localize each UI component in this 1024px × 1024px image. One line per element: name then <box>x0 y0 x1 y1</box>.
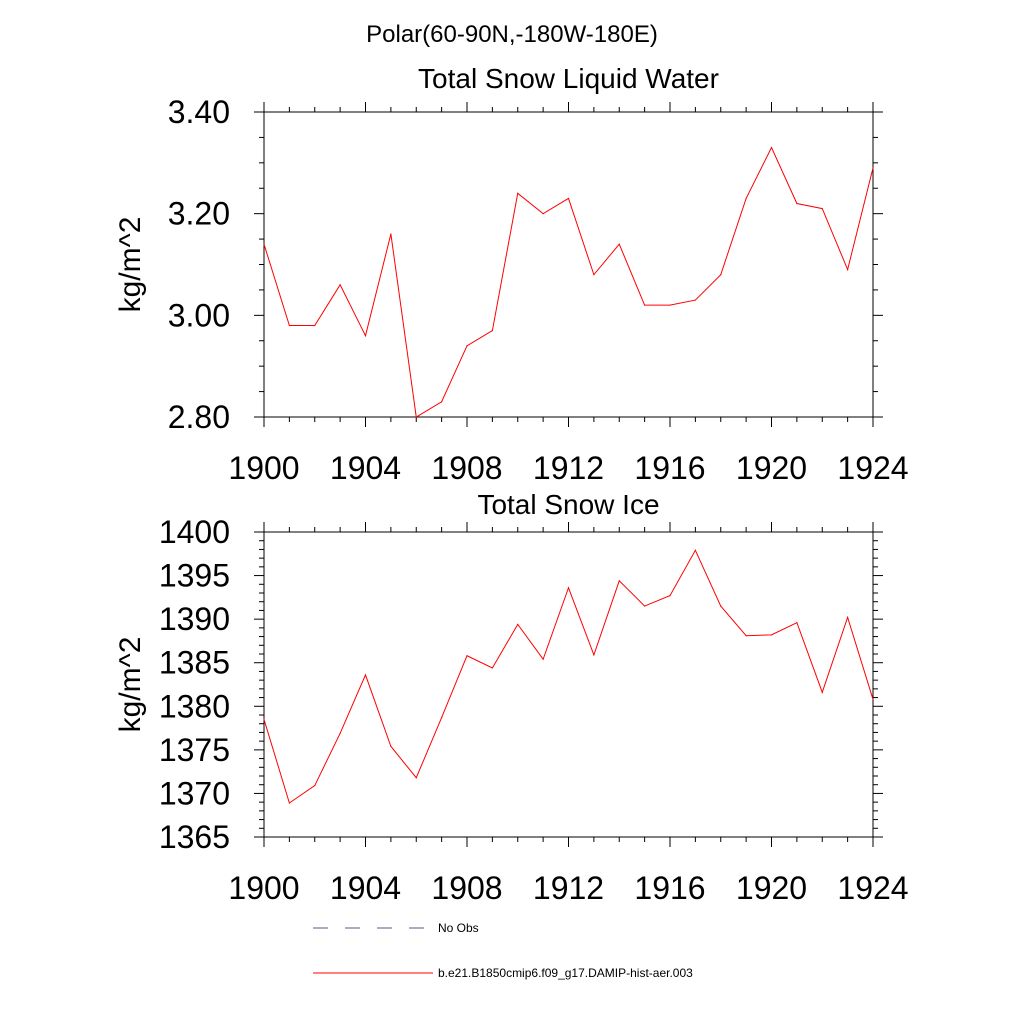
data-point <box>517 192 519 194</box>
x-tick-label: 1904 <box>330 450 401 486</box>
data-point <box>644 304 646 306</box>
data-point <box>796 622 798 624</box>
data-point <box>288 324 290 327</box>
data-point <box>770 146 773 149</box>
y-tick-label: 3.00 <box>168 297 230 333</box>
data-point <box>466 345 468 347</box>
x-tick-label: 1908 <box>431 450 502 486</box>
data-point <box>745 635 747 637</box>
data-point <box>644 605 646 607</box>
data-point <box>263 243 265 245</box>
data-point <box>720 274 722 276</box>
series-line <box>263 146 874 418</box>
data-point <box>364 674 367 676</box>
chart-title: Total Snow Liquid Water <box>418 63 719 94</box>
legend-label: b.e21.B1850cmip6.f09_g17.DAMIP-hist-aer.… <box>438 966 693 980</box>
data-point <box>669 304 671 306</box>
legend: No Obs b.e21.B1850cmip6.f09_g17.DAMIP-his… <box>313 921 693 980</box>
y-tick-label: 1390 <box>159 601 230 637</box>
x-tick-label: 1908 <box>431 870 502 906</box>
y-axis-label: kg/m^2 <box>114 217 147 313</box>
data-point <box>872 167 874 169</box>
y-tick-label: 1370 <box>159 775 230 811</box>
data-point <box>441 717 443 719</box>
y-tick-label: 1400 <box>159 514 230 550</box>
data-point <box>567 587 570 589</box>
data-point <box>517 623 519 625</box>
data-point <box>796 202 798 205</box>
x-tick-label: 1916 <box>634 450 705 486</box>
y-tick-label: 1385 <box>159 645 230 681</box>
x-tick-label: 1924 <box>837 450 908 486</box>
data-point <box>694 549 696 551</box>
y-tick-label: 3.40 <box>168 94 230 130</box>
x-tick-label: 1904 <box>330 870 401 906</box>
y-tick-label: 1375 <box>159 732 230 768</box>
chart-title: Total Snow Ice <box>477 489 659 520</box>
figure-main-title: Polar(60-90N,-180W-180E) <box>366 21 658 48</box>
x-tick-label: 1920 <box>736 870 807 906</box>
y-tick-label: 1365 <box>159 819 230 855</box>
y-axis-label: kg/m^2 <box>114 637 147 733</box>
data-point <box>466 655 468 657</box>
x-tick-label: 1912 <box>533 870 604 906</box>
x-tick-label: 1916 <box>634 870 705 906</box>
legend-label: No Obs <box>438 921 479 935</box>
data-point <box>618 243 620 245</box>
data-point <box>390 233 392 235</box>
x-tick-label: 1900 <box>228 870 299 906</box>
data-point <box>491 329 493 332</box>
data-point <box>364 335 367 337</box>
data-point <box>618 580 620 582</box>
data-point <box>339 732 341 734</box>
data-point <box>542 658 544 660</box>
data-point <box>491 667 493 669</box>
data-point <box>847 616 849 619</box>
y-tick-label: 3.20 <box>168 196 230 232</box>
data-point <box>415 416 417 418</box>
data-point <box>542 213 544 215</box>
data-point <box>415 777 417 779</box>
y-tick-label: 1395 <box>159 558 230 594</box>
data-point <box>314 784 316 787</box>
data-point <box>288 802 290 804</box>
data-point <box>263 718 265 720</box>
data-point <box>694 299 696 301</box>
data-point <box>821 691 823 693</box>
panel-total-snow-liquid-water: Total Snow Liquid Water kg/m^2 1900 1904 190… <box>114 63 909 486</box>
data-point <box>821 207 823 210</box>
x-tick-label: 1900 <box>228 450 299 486</box>
data-point <box>593 654 595 656</box>
data-point <box>567 197 570 200</box>
x-tick-label: 1924 <box>837 870 908 906</box>
data-point <box>390 745 392 747</box>
data-point <box>441 401 443 403</box>
x-tick-label: 1912 <box>533 450 604 486</box>
data-point <box>669 595 671 597</box>
y-tick-label: 2.80 <box>168 399 230 435</box>
data-point <box>770 634 773 636</box>
plot-frame <box>263 531 874 838</box>
y-tick-label: 1380 <box>159 688 230 724</box>
data-point <box>720 605 722 607</box>
data-point <box>314 324 316 327</box>
data-point <box>847 268 849 271</box>
data-point <box>872 698 874 700</box>
data-point <box>593 274 595 276</box>
panel-total-snow-ice: Total Snow Ice kg/m^2 1900 1904 1908 1912 1916… <box>114 489 909 906</box>
x-tick-label: 1920 <box>736 450 807 486</box>
data-point <box>339 284 341 286</box>
data-point <box>745 197 747 200</box>
plot-frame <box>263 111 874 418</box>
